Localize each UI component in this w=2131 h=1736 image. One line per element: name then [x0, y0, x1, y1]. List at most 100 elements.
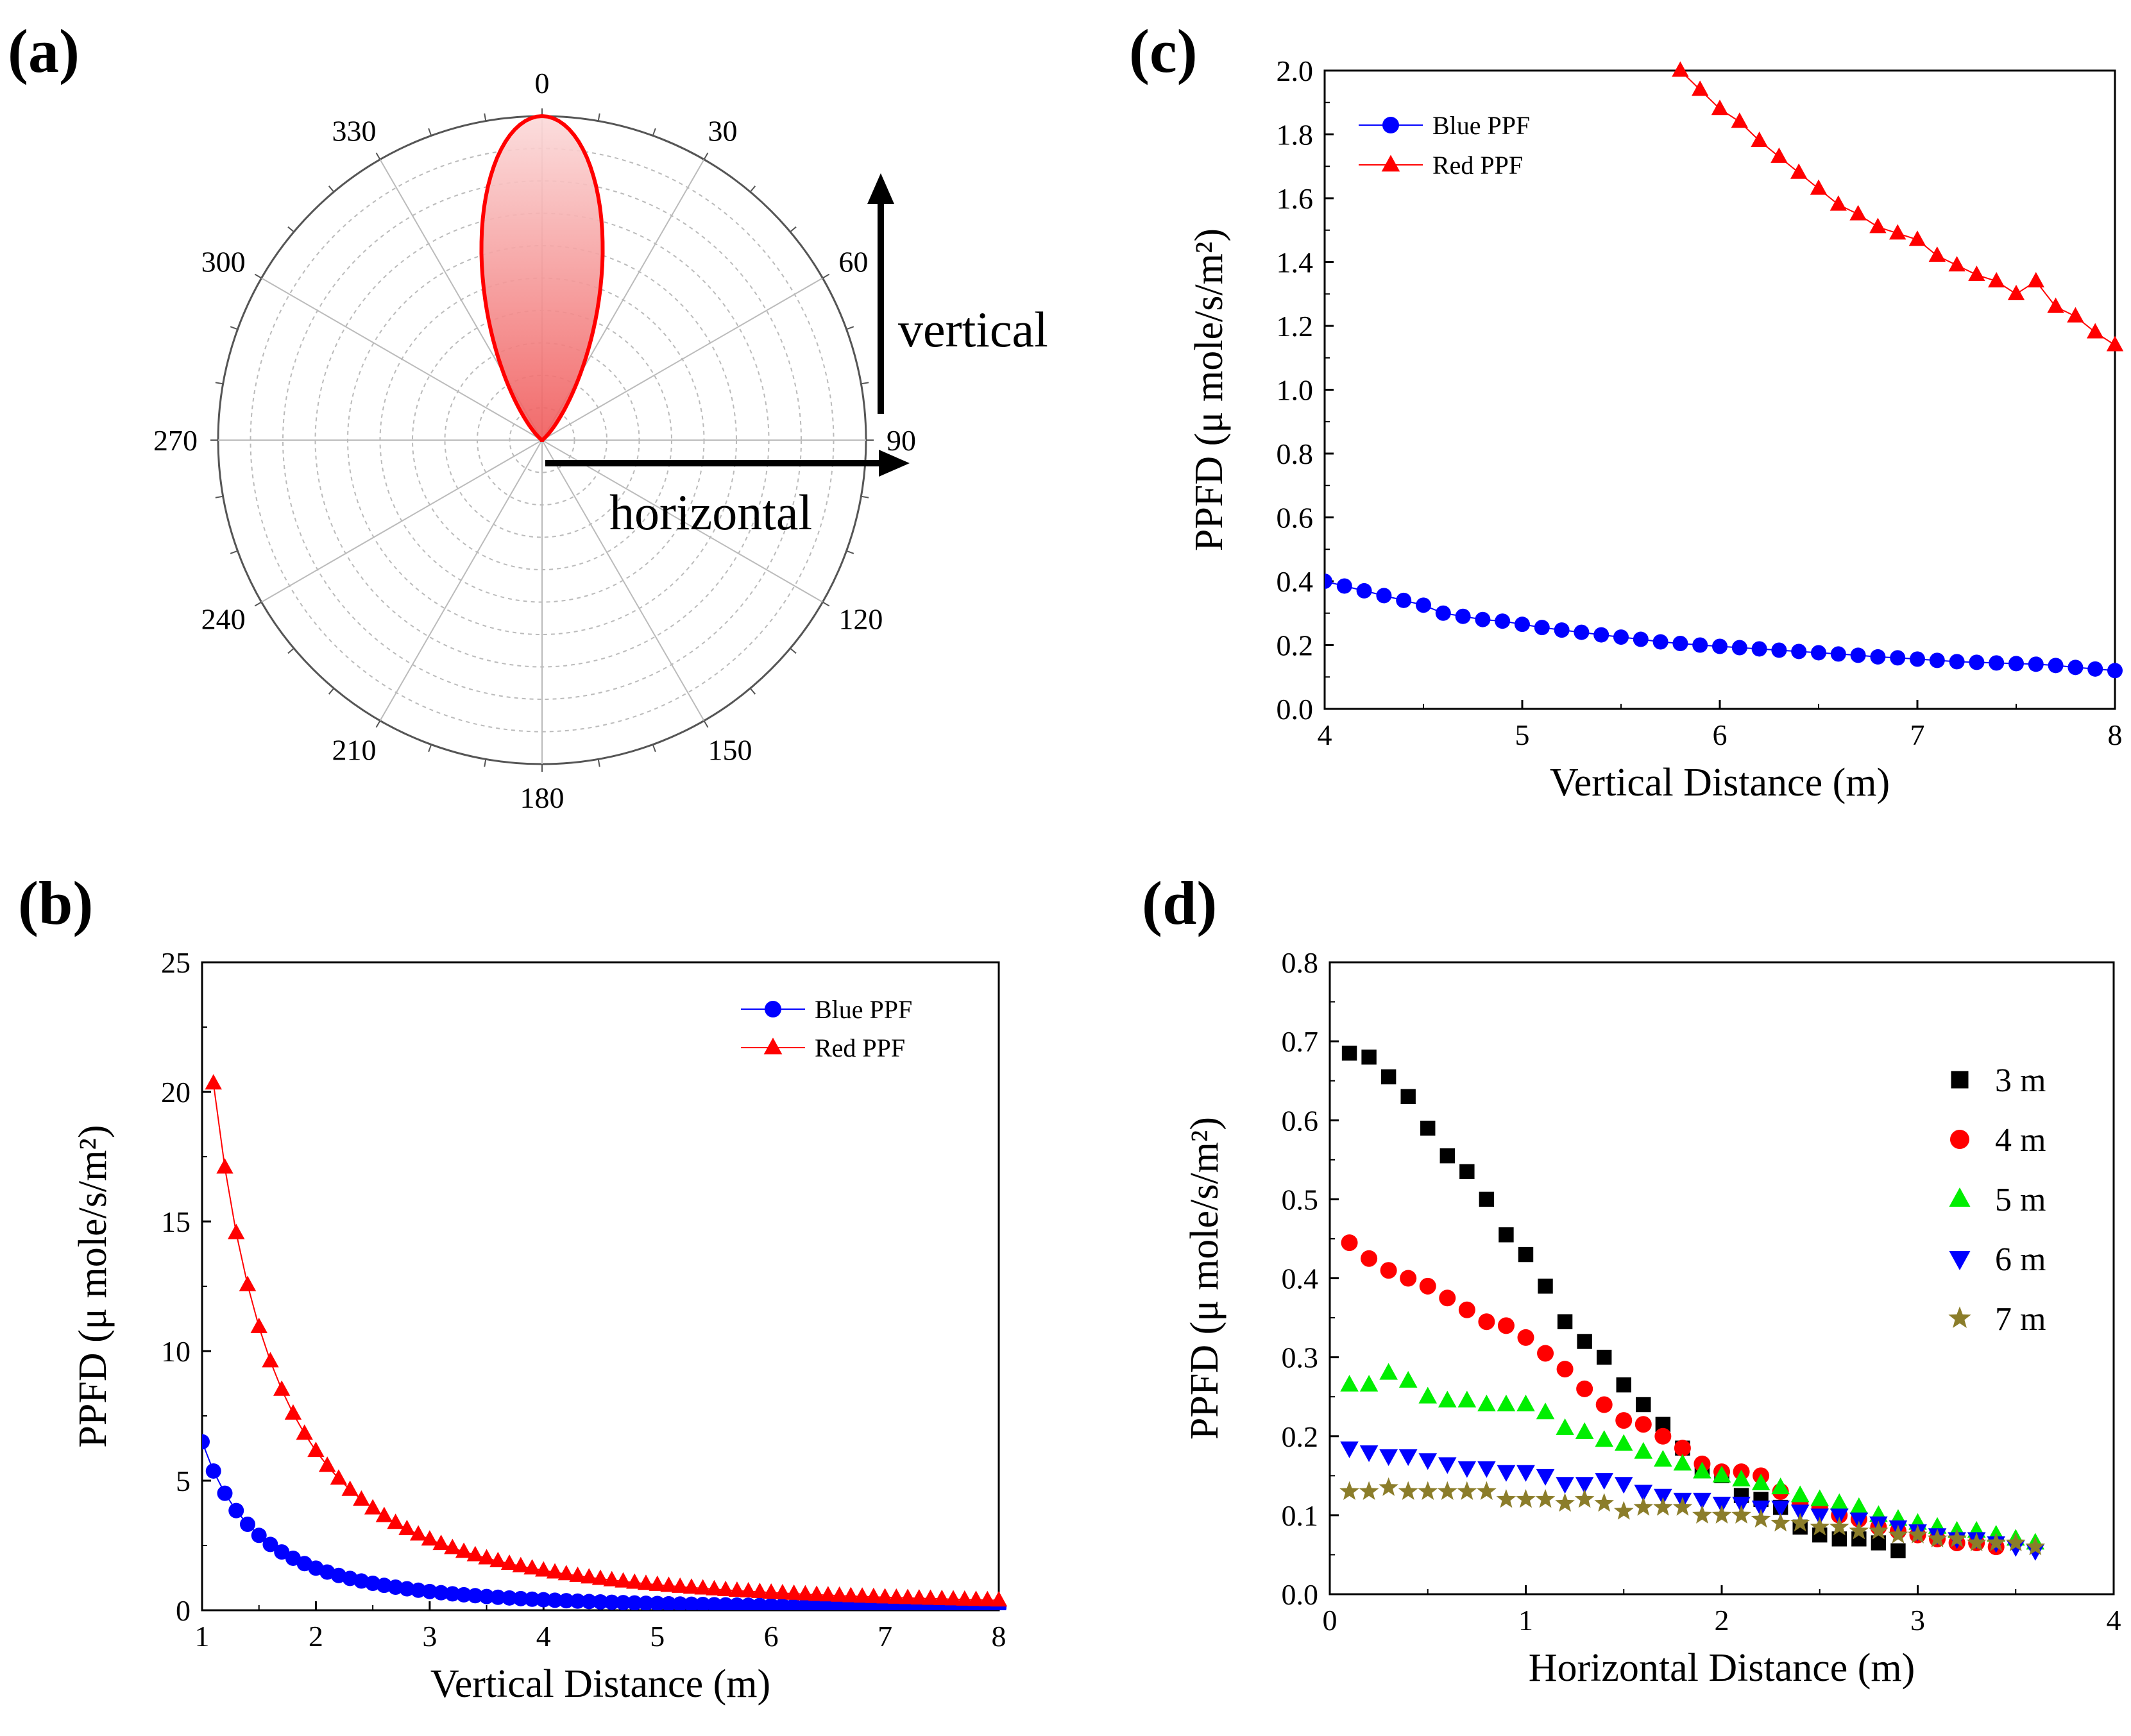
data-point — [1517, 1329, 1534, 1346]
y-tick-label: 1.8 — [1277, 119, 1314, 151]
polar-tick-mark — [703, 720, 709, 728]
y-tick-label: 5 — [176, 1465, 191, 1497]
data-point — [216, 1158, 233, 1174]
data-point — [1751, 1474, 1770, 1491]
polar-tick-mark — [749, 185, 756, 192]
data-point — [2067, 660, 2084, 676]
data-point — [1459, 1164, 1475, 1179]
data-point — [1770, 147, 1788, 163]
y-tick-label: 0.6 — [1282, 1104, 1319, 1137]
data-point — [1496, 1489, 1516, 1508]
data-point — [1356, 583, 1372, 599]
data-point — [1518, 1247, 1534, 1263]
data-point — [1458, 1301, 1475, 1318]
legend-label: Blue PPF — [815, 995, 912, 1024]
x-tick-label: 4 — [2107, 1604, 2121, 1637]
x-tick-label: 8 — [992, 1620, 1006, 1653]
data-point — [1969, 654, 1985, 670]
data-point — [638, 1596, 654, 1610]
y-tick-label: 0.7 — [1282, 1025, 1319, 1058]
data-point — [1692, 637, 1708, 653]
data-point — [536, 1592, 552, 1608]
polar-chart-a: 0 30 60 90 120 150 180 210 240 270 300 330 — [153, 67, 916, 814]
data-point — [409, 1525, 427, 1541]
data-point — [1595, 1430, 1613, 1447]
data-point — [1516, 1394, 1535, 1411]
legend-marker — [1950, 1130, 1969, 1149]
data-point — [762, 1583, 780, 1599]
data-point — [1534, 620, 1550, 636]
x-tick-label: 2 — [309, 1620, 323, 1653]
data-point — [1497, 1465, 1516, 1482]
legend-label: 4 m — [1995, 1122, 2046, 1159]
data-point — [706, 1597, 722, 1610]
data-point — [1340, 1375, 1359, 1392]
data-point — [1889, 224, 1906, 240]
y-tick-label: 0 — [176, 1594, 191, 1627]
data-point — [2028, 656, 2044, 672]
series-7-m — [1339, 1477, 2046, 1556]
data-point — [202, 1434, 210, 1450]
data-point — [1341, 1045, 1357, 1061]
data-point — [1498, 1227, 1514, 1243]
data-point — [1652, 634, 1668, 650]
data-point — [444, 1538, 461, 1554]
y-tick-label: 2.0 — [1277, 55, 1314, 87]
data-point — [718, 1597, 734, 1610]
data-point — [1556, 1361, 1574, 1378]
data-point — [445, 1586, 461, 1602]
x-tick-label: 3 — [422, 1620, 437, 1653]
data-point — [1457, 1481, 1477, 1500]
data-point — [1438, 1481, 1457, 1500]
polar-tick-mark — [215, 495, 223, 498]
data-point — [1850, 647, 1866, 663]
data-point — [1574, 624, 1590, 640]
data-point — [1497, 1394, 1516, 1411]
data-point — [922, 1589, 939, 1605]
x-axis-title: Horizontal Distance (m) — [1529, 1646, 1915, 1690]
data-point — [341, 1480, 359, 1496]
polar-tick-mark — [287, 647, 294, 654]
data-point — [205, 1463, 221, 1479]
data-point — [1790, 1485, 1810, 1502]
data-point — [1947, 1528, 1967, 1547]
data-point — [570, 1593, 586, 1609]
data-point — [569, 1566, 586, 1582]
data-point — [421, 1583, 437, 1599]
data-point — [1341, 1234, 1358, 1252]
data-point — [1692, 1504, 1712, 1524]
polar-angle-label: 150 — [708, 733, 752, 766]
data-point — [853, 1587, 871, 1603]
data-point — [318, 1456, 336, 1472]
polar-spoke — [541, 439, 705, 721]
data-point — [1908, 1524, 1928, 1544]
x-axis-title: Vertical Distance (m) — [1550, 761, 1890, 804]
data-point — [1711, 1504, 1732, 1524]
panel-label-c: (c) — [1129, 17, 1198, 85]
data-point — [1400, 1270, 1417, 1287]
y-tick-label: 0.1 — [1282, 1499, 1319, 1532]
polar-tick-mark — [597, 759, 600, 767]
legend-label: Red PPF — [1432, 151, 1523, 180]
y-tick-label: 0.6 — [1277, 502, 1314, 534]
data-point — [1595, 1473, 1613, 1490]
data-point — [1455, 608, 1471, 624]
data-point — [1831, 1531, 1847, 1547]
data-point — [1574, 1489, 1595, 1508]
data-point — [1537, 1345, 1554, 1362]
data-point — [1888, 1524, 1908, 1544]
data-point — [1870, 649, 1886, 665]
polar-angle-label: 60 — [838, 246, 868, 278]
data-point — [626, 1573, 643, 1589]
data-point — [1968, 266, 1985, 281]
data-point — [695, 1596, 711, 1610]
data-point — [1810, 1517, 1830, 1536]
data-point — [615, 1595, 631, 1610]
data-point — [1616, 1377, 1631, 1393]
data-point — [1751, 1508, 1771, 1528]
polar-angle-label: 180 — [520, 781, 565, 814]
data-point — [1672, 61, 1689, 77]
series-red-ppf — [1672, 61, 2124, 352]
data-point — [1379, 1363, 1398, 1380]
data-point — [1325, 574, 1332, 589]
